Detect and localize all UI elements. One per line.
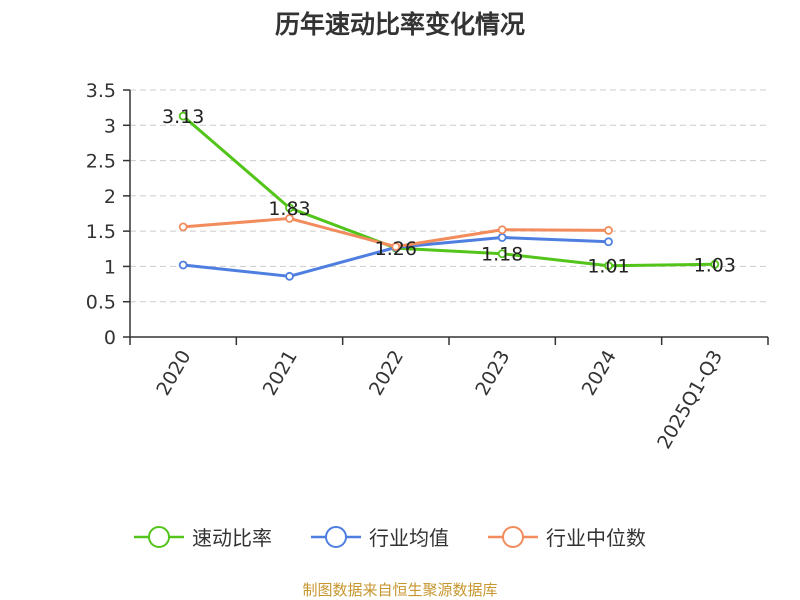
y-tick-label: 2.5 — [86, 151, 116, 173]
x-tick-label: 2021 — [259, 347, 302, 400]
y-tick-label: 1 — [104, 256, 116, 278]
data-label: 1.26 — [375, 238, 417, 260]
data-point — [604, 226, 613, 235]
data-label: 1.03 — [694, 254, 736, 276]
series-lines — [178, 111, 720, 281]
legend-swatch-marker — [148, 526, 170, 548]
x-tick-label: 2024 — [578, 347, 621, 400]
y-tick-label: 0.5 — [86, 292, 116, 314]
y-tick-label: 3 — [104, 115, 116, 137]
data-point — [391, 242, 401, 252]
legend-label: 速动比率 — [192, 526, 272, 550]
data-point — [497, 249, 507, 259]
series-line-0 — [182, 114, 715, 268]
x-tick-label: 2020 — [152, 347, 195, 400]
legend-label: 行业均值 — [369, 526, 449, 550]
data-label: 1.18 — [481, 244, 523, 266]
data-point — [604, 261, 613, 271]
y-tick-label: 1.5 — [86, 221, 116, 243]
x-tick-label: 2022 — [365, 347, 408, 400]
y-tick-label: 2 — [104, 186, 116, 208]
y-tick-label: 0 — [104, 327, 116, 349]
data-label: 1.83 — [268, 198, 310, 220]
data-labels: 3.13 1.83 1.26 1.18 1.01 1.03 — [162, 106, 736, 278]
x-tick-label: 2025Q1-Q3 — [653, 347, 727, 453]
x-tick-label: 2023 — [471, 346, 514, 399]
data-label: 3.13 — [162, 106, 204, 128]
chart-title: 历年速动比率变化情况 — [275, 10, 525, 39]
data-point — [710, 259, 720, 269]
data-point — [497, 225, 507, 235]
data-point — [178, 222, 188, 232]
data-point — [497, 233, 507, 242]
source-note: 制图数据来自恒生聚源数据库 — [302, 581, 497, 599]
data-point — [178, 111, 188, 121]
legend-swatch-marker — [502, 526, 524, 548]
data-point — [285, 214, 294, 223]
legend: 速动比率 行业均值 行业中位数 — [134, 526, 646, 550]
y-tick-label: 3.5 — [86, 80, 116, 102]
legend-swatch-marker — [325, 526, 347, 548]
data-point — [178, 260, 188, 270]
data-point — [604, 237, 613, 247]
data-point — [285, 271, 294, 281]
legend-label: 行业中位数 — [546, 526, 646, 550]
data-label: 1.01 — [587, 256, 629, 278]
data-point — [285, 203, 294, 213]
